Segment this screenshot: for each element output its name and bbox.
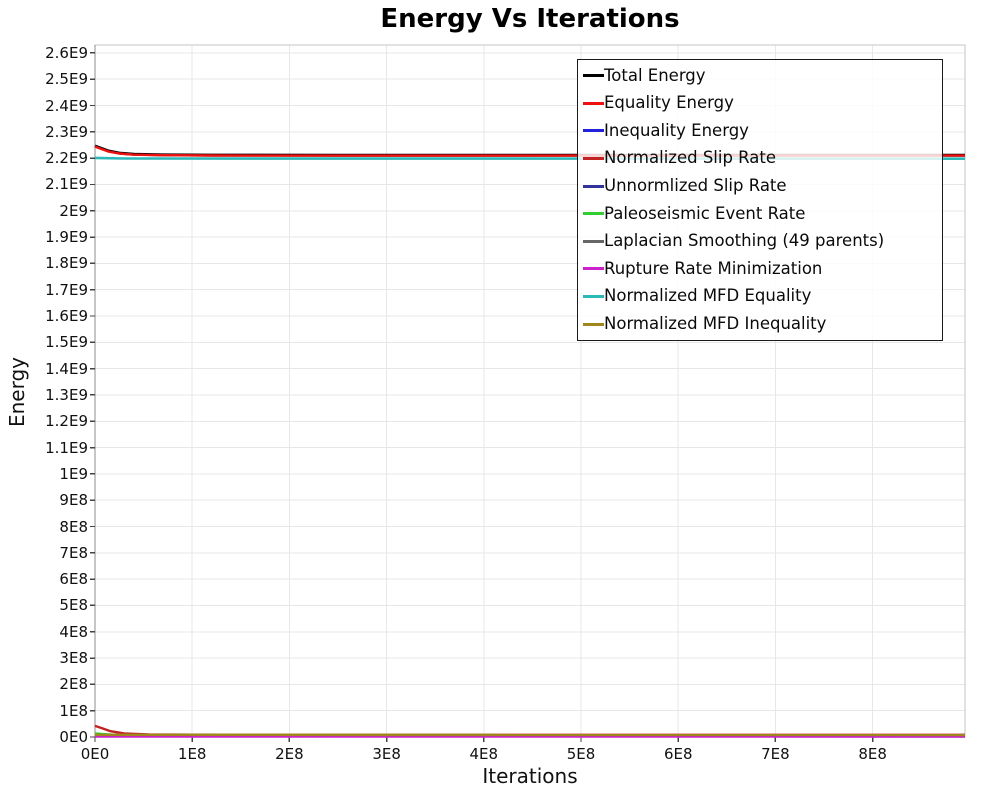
y-tick-label: 1.9E9 [45, 228, 88, 247]
y-tick-label: 4E8 [59, 622, 88, 641]
y-tick-label: 2.6E9 [45, 43, 88, 62]
legend-item: Total Energy [583, 62, 938, 90]
y-tick-label: 1.8E9 [45, 254, 88, 273]
x-axis-label: Iterations [482, 764, 578, 788]
legend-swatch [583, 157, 604, 161]
y-tick-label: 1.5E9 [45, 333, 88, 352]
y-tick-label: 2.5E9 [45, 70, 88, 89]
x-tick-label: 2E8 [275, 745, 304, 763]
x-tick-label: 0E0 [80, 745, 110, 763]
legend-swatch [583, 74, 604, 78]
legend-item: Equality Energy [583, 90, 938, 118]
x-tick-label: 3E8 [372, 745, 401, 763]
y-tick-label: 2.3E9 [45, 122, 88, 141]
y-tick-label: 1.4E9 [45, 359, 88, 378]
legend-item-label: Laplacian Smoothing (49 parents) [604, 231, 885, 251]
legend-item: Normalized MFD Equality [583, 283, 938, 311]
legend-swatch [583, 212, 604, 216]
y-tick-label: 1.3E9 [45, 385, 88, 404]
legend-item: Normalized Slip Rate [583, 145, 938, 173]
legend-swatch [583, 184, 604, 188]
y-tick-label: 1.2E9 [45, 412, 88, 431]
legend-item-label: Normalized MFD Inequality [604, 313, 827, 333]
legend-swatch [583, 129, 604, 133]
x-tick-label: 4E8 [469, 745, 499, 763]
y-tick-label: 2E9 [59, 201, 88, 220]
y-tick-label: 2E8 [59, 675, 88, 694]
legend-item-label: Rupture Rate Minimization [604, 258, 823, 278]
legend-box: Total Energy Equality Energy Inequality En… [577, 59, 943, 341]
x-tick-label: 1E8 [177, 745, 207, 763]
y-tick-label: 2.4E9 [45, 96, 88, 115]
series-line [94, 145, 965, 157]
legend-swatch [583, 295, 604, 299]
legend-swatch [583, 267, 604, 271]
legend-item-label: Inequality Energy [604, 120, 749, 140]
legend-item-label: Total Energy [604, 65, 706, 85]
y-tick-label: 8E8 [59, 517, 88, 536]
y-tick-label: 3E8 [59, 649, 88, 668]
legend-item: Laplacian Smoothing (49 parents) [583, 228, 938, 256]
y-tick-label: 1E9 [59, 464, 88, 483]
y-tick-label: 7E8 [59, 543, 88, 562]
x-tick-label: 7E8 [761, 745, 790, 763]
legend-item: Inequality Energy [583, 117, 938, 145]
legend-item: Unnormlized Slip Rate [583, 172, 938, 200]
series-line [94, 724, 965, 736]
y-tick-label: 2.2E9 [45, 149, 88, 168]
y-tick-label: 5E8 [59, 596, 88, 615]
legend-item-label: Equality Energy [604, 93, 734, 113]
legend-item: Paleoseismic Event Rate [583, 200, 938, 228]
y-tick-label: 1.1E9 [45, 438, 88, 457]
legend-item: Normalized MFD Inequality [583, 310, 938, 338]
y-tick-label: 0E0 [59, 728, 88, 746]
y-tick-label: 2.1E9 [45, 175, 88, 194]
legend-swatch [583, 101, 604, 105]
legend-swatch [583, 322, 604, 326]
legend-item-label: Normalized MFD Equality [604, 286, 812, 306]
legend-item-label: Unnormlized Slip Rate [604, 175, 787, 195]
y-tick-label: 1.6E9 [45, 307, 88, 325]
x-tick-label: 5E8 [566, 745, 596, 763]
legend-swatch [583, 239, 604, 243]
x-tick-label: 8E8 [858, 745, 887, 763]
x-tick-label: 6E8 [663, 745, 693, 763]
legend-item-label: Paleoseismic Event Rate [604, 203, 806, 223]
legend-item: Rupture Rate Minimization [583, 255, 938, 283]
y-tick-label: 9E8 [59, 491, 88, 510]
y-tick-label: 6E8 [59, 570, 88, 589]
y-tick-label: 1.7E9 [45, 280, 88, 299]
y-tick-label: 1E8 [59, 701, 88, 720]
chart-title: Energy Vs Iterations [380, 4, 680, 34]
legend-item-label: Normalized Slip Rate [604, 148, 777, 168]
